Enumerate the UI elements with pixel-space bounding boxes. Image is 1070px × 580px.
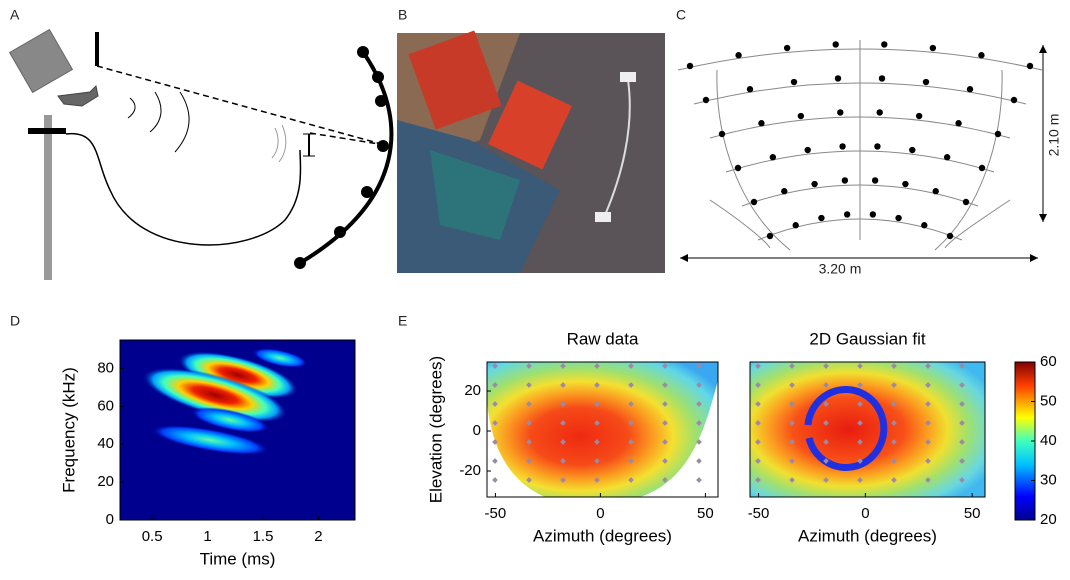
speaker <box>933 188 939 194</box>
y-tick-label: 0 <box>473 422 481 439</box>
speaker <box>758 120 764 126</box>
speaker <box>837 109 843 115</box>
height-label: 2.10 m <box>1046 114 1062 157</box>
speaker <box>839 143 845 149</box>
speaker <box>798 113 804 119</box>
speaker <box>877 109 883 115</box>
y-tick-label: 60 <box>97 397 114 414</box>
speaker <box>872 177 878 183</box>
panel-b-photo <box>397 30 665 273</box>
x-tick-label: 0 <box>861 505 869 522</box>
speaker <box>923 79 929 85</box>
speaker <box>963 199 969 205</box>
colorbar-tick-label: 60 <box>1040 353 1057 370</box>
spectrogram-image <box>120 340 355 520</box>
panel-label: A <box>10 7 20 23</box>
y-tick-label: 20 <box>97 473 114 490</box>
speaker <box>930 45 936 51</box>
speaker <box>751 199 757 205</box>
speaker <box>735 165 741 171</box>
panel-label: D <box>10 313 20 329</box>
speaker <box>703 97 709 103</box>
speaker <box>909 147 915 153</box>
panel-c-diagram <box>678 40 1047 262</box>
y-tick-label: 0 <box>106 511 114 528</box>
raw-map-image <box>487 362 718 497</box>
x-tick-label: 50 <box>964 505 981 522</box>
speaker <box>791 79 797 85</box>
width-label: 3.20 m <box>819 261 862 277</box>
speaker <box>902 181 908 187</box>
panel-label: E <box>398 313 407 329</box>
speaker <box>944 154 950 160</box>
x-tick-label: -50 <box>748 505 770 522</box>
panel-label: B <box>398 7 407 23</box>
x-tick-label: 50 <box>697 505 714 522</box>
speaker <box>842 177 848 183</box>
colorbar-tick-label: 50 <box>1040 392 1057 409</box>
speaker <box>793 222 799 228</box>
speaker <box>870 211 876 217</box>
speaker <box>735 52 741 58</box>
speaker <box>833 41 839 47</box>
speaker <box>921 222 927 228</box>
speaker <box>881 41 887 47</box>
chart-title: Raw data <box>567 329 639 348</box>
speaker <box>767 233 773 239</box>
speaker <box>979 165 985 171</box>
fit-map-image <box>750 362 985 497</box>
speaker <box>784 45 790 51</box>
speaker <box>818 215 824 221</box>
y-tick-label: 20 <box>464 382 481 399</box>
speaker <box>895 215 901 221</box>
x-tick-label: -50 <box>485 505 507 522</box>
chart-title: 2D Gaussian fit <box>809 329 925 348</box>
speaker <box>781 188 787 194</box>
y-tick-label: 40 <box>97 435 114 452</box>
colorbar-tick-label: 40 <box>1040 432 1057 449</box>
speaker <box>967 86 973 92</box>
speaker <box>1011 97 1017 103</box>
speaker <box>844 211 850 217</box>
speaker <box>978 52 984 58</box>
y-axis-label: Elevation (degrees) <box>426 356 445 503</box>
x-tick-label: 2 <box>314 528 322 545</box>
y-tick-label: 80 <box>97 359 114 376</box>
x-axis-label: Time (ms) <box>200 549 276 568</box>
speaker <box>811 181 817 187</box>
speaker <box>874 143 880 149</box>
speaker <box>747 86 753 92</box>
x-axis-label: Azimuth (degrees) <box>798 526 937 545</box>
speaker <box>879 75 885 81</box>
speaker <box>995 131 1001 137</box>
colorbar-tick-label: 30 <box>1040 471 1057 488</box>
speaker <box>835 75 841 81</box>
speaker <box>770 154 776 160</box>
x-axis-label: Azimuth (degrees) <box>533 526 672 545</box>
speaker <box>947 233 953 239</box>
speaker <box>955 120 961 126</box>
figure: 3.20 m 2.10 m ABCDE0.511.52020406080Time… <box>0 0 1070 575</box>
speaker <box>916 113 922 119</box>
x-tick-label: 0.5 <box>142 528 163 545</box>
x-tick-label: 0 <box>596 505 604 522</box>
speaker <box>1027 63 1033 69</box>
x-tick-label: 1 <box>203 528 211 545</box>
speaker <box>805 147 811 153</box>
panel-a-schematic <box>10 30 392 280</box>
colorbar-tick-label: 20 <box>1040 511 1057 528</box>
speaker <box>719 131 725 137</box>
y-tick-label: -20 <box>459 462 481 479</box>
x-tick-label: 1.5 <box>253 528 274 545</box>
speaker <box>687 63 693 69</box>
y-axis-label: Frequency (kHz) <box>59 367 78 493</box>
panel-label: C <box>676 7 686 23</box>
